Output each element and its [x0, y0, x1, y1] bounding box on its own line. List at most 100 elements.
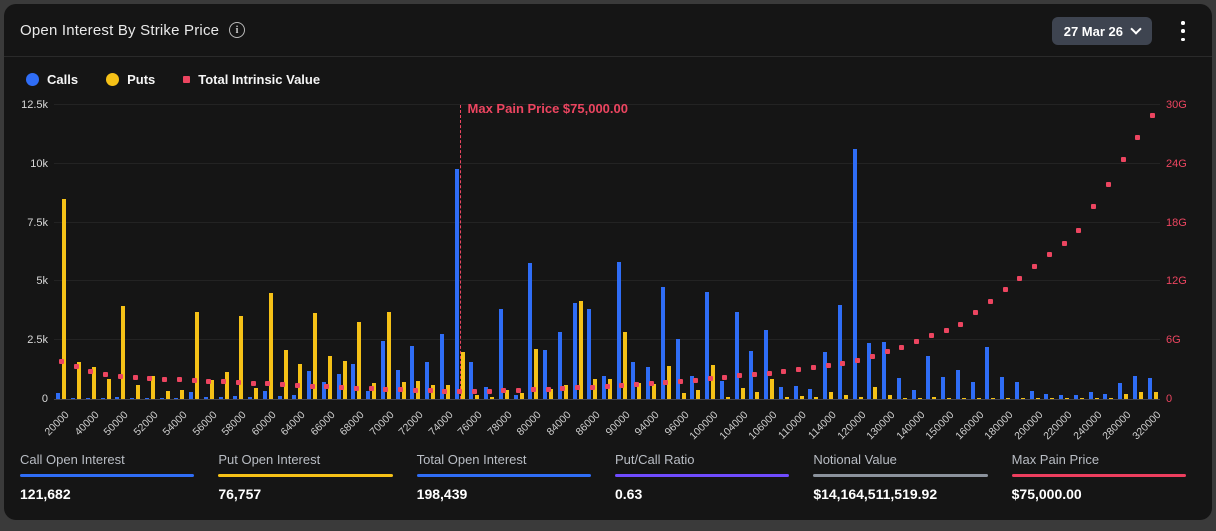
call-bar[interactable] [159, 398, 164, 399]
call-bar[interactable] [955, 370, 960, 399]
put-bar[interactable] [150, 375, 155, 399]
intrinsic-dot[interactable] [339, 384, 345, 390]
put-bar[interactable] [725, 396, 730, 399]
put-bar[interactable] [711, 365, 716, 399]
put-bar[interactable] [460, 352, 465, 399]
put-bar[interactable] [666, 365, 671, 399]
intrinsic-dot[interactable] [796, 367, 802, 373]
intrinsic-dot[interactable] [368, 386, 374, 392]
intrinsic-dot[interactable] [722, 374, 728, 380]
call-bar[interactable] [1029, 390, 1034, 399]
call-bar[interactable] [572, 303, 577, 399]
put-bar[interactable] [976, 397, 981, 399]
call-bar[interactable] [248, 397, 253, 399]
call-bar[interactable] [439, 334, 444, 399]
call-bar[interactable] [498, 308, 503, 399]
put-bar[interactable] [1153, 392, 1158, 399]
call-bar[interactable] [115, 396, 120, 399]
put-bar[interactable] [622, 332, 627, 399]
put-bar[interactable] [1020, 398, 1025, 399]
intrinsic-dot[interactable] [516, 387, 522, 393]
intrinsic-dot[interactable] [973, 310, 979, 316]
put-bar[interactable] [1065, 398, 1070, 399]
info-icon[interactable]: i [229, 22, 245, 38]
intrinsic-dot[interactable] [58, 359, 64, 365]
intrinsic-dot[interactable] [825, 363, 831, 369]
put-bar[interactable] [888, 395, 893, 399]
call-bar[interactable] [616, 262, 621, 399]
intrinsic-dot[interactable] [869, 354, 875, 360]
call-bar[interactable] [71, 397, 76, 399]
intrinsic-dot[interactable] [309, 383, 315, 389]
intrinsic-dot[interactable] [810, 365, 816, 371]
intrinsic-dot[interactable] [235, 379, 241, 385]
intrinsic-dot[interactable] [633, 381, 639, 387]
put-bar[interactable] [829, 391, 834, 399]
intrinsic-dot[interactable] [619, 382, 625, 388]
call-bar[interactable] [911, 389, 916, 399]
put-bar[interactable] [121, 306, 126, 399]
call-bar[interactable] [233, 396, 238, 399]
call-bar[interactable] [85, 397, 90, 399]
put-bar[interactable] [475, 395, 480, 399]
put-bar[interactable] [917, 397, 922, 399]
legend-item-puts[interactable]: Puts [106, 72, 155, 87]
put-bar[interactable] [608, 378, 612, 399]
intrinsic-dot[interactable] [987, 298, 993, 304]
put-bar[interactable] [755, 391, 760, 399]
put-bar[interactable] [740, 388, 745, 399]
intrinsic-dot[interactable] [147, 375, 153, 381]
call-bar[interactable] [749, 351, 754, 399]
call-bar[interactable] [218, 397, 223, 399]
intrinsic-dot[interactable] [398, 387, 404, 393]
put-bar[interactable] [313, 313, 318, 399]
call-bar[interactable] [543, 350, 547, 399]
intrinsic-dot[interactable] [692, 377, 698, 383]
call-bar[interactable] [484, 387, 489, 399]
put-bar[interactable] [386, 311, 391, 399]
intrinsic-dot[interactable] [928, 332, 934, 338]
put-bar[interactable] [902, 397, 907, 399]
call-bar[interactable] [882, 342, 887, 399]
intrinsic-dot[interactable] [1002, 286, 1008, 292]
call-bar[interactable] [1118, 383, 1123, 399]
intrinsic-dot[interactable] [1150, 113, 1156, 119]
call-bar[interactable] [1000, 377, 1005, 399]
call-bar[interactable] [793, 386, 798, 399]
intrinsic-dot[interactable] [427, 388, 433, 394]
intrinsic-dot[interactable] [1046, 252, 1052, 258]
intrinsic-dot[interactable] [884, 349, 890, 355]
intrinsic-dot[interactable] [103, 372, 109, 377]
put-bar[interactable] [254, 388, 259, 399]
intrinsic-dot[interactable] [781, 369, 787, 375]
intrinsic-dot[interactable] [132, 374, 138, 380]
put-bar[interactable] [1050, 398, 1055, 399]
put-bar[interactable] [431, 385, 436, 399]
put-bar[interactable] [224, 371, 229, 399]
put-bar[interactable] [106, 378, 111, 399]
put-bar[interactable] [549, 388, 553, 399]
intrinsic-dot[interactable] [280, 382, 286, 388]
call-bar[interactable] [351, 364, 356, 399]
call-bar[interactable] [970, 381, 975, 399]
put-bar[interactable] [593, 378, 598, 399]
call-bar[interactable] [690, 375, 695, 399]
more-options-button[interactable] [1176, 21, 1190, 41]
intrinsic-dot[interactable] [840, 361, 846, 367]
call-bar[interactable] [1014, 381, 1019, 399]
intrinsic-dot[interactable] [530, 387, 536, 393]
legend-item-intrinsic[interactable]: Total Intrinsic Value [183, 72, 320, 87]
intrinsic-dot[interactable] [457, 389, 463, 395]
intrinsic-dot[interactable] [1032, 264, 1038, 270]
intrinsic-dot[interactable] [604, 383, 610, 389]
put-bar[interactable] [1094, 398, 1099, 399]
put-bar[interactable] [136, 385, 141, 399]
put-bar[interactable] [843, 395, 848, 399]
put-bar[interactable] [165, 391, 170, 399]
put-bar[interactable] [342, 360, 347, 399]
put-bar[interactable] [357, 322, 362, 399]
put-bar[interactable] [268, 293, 273, 399]
call-bar[interactable] [926, 356, 931, 399]
call-bar[interactable] [602, 375, 606, 399]
call-bar[interactable] [896, 378, 901, 399]
